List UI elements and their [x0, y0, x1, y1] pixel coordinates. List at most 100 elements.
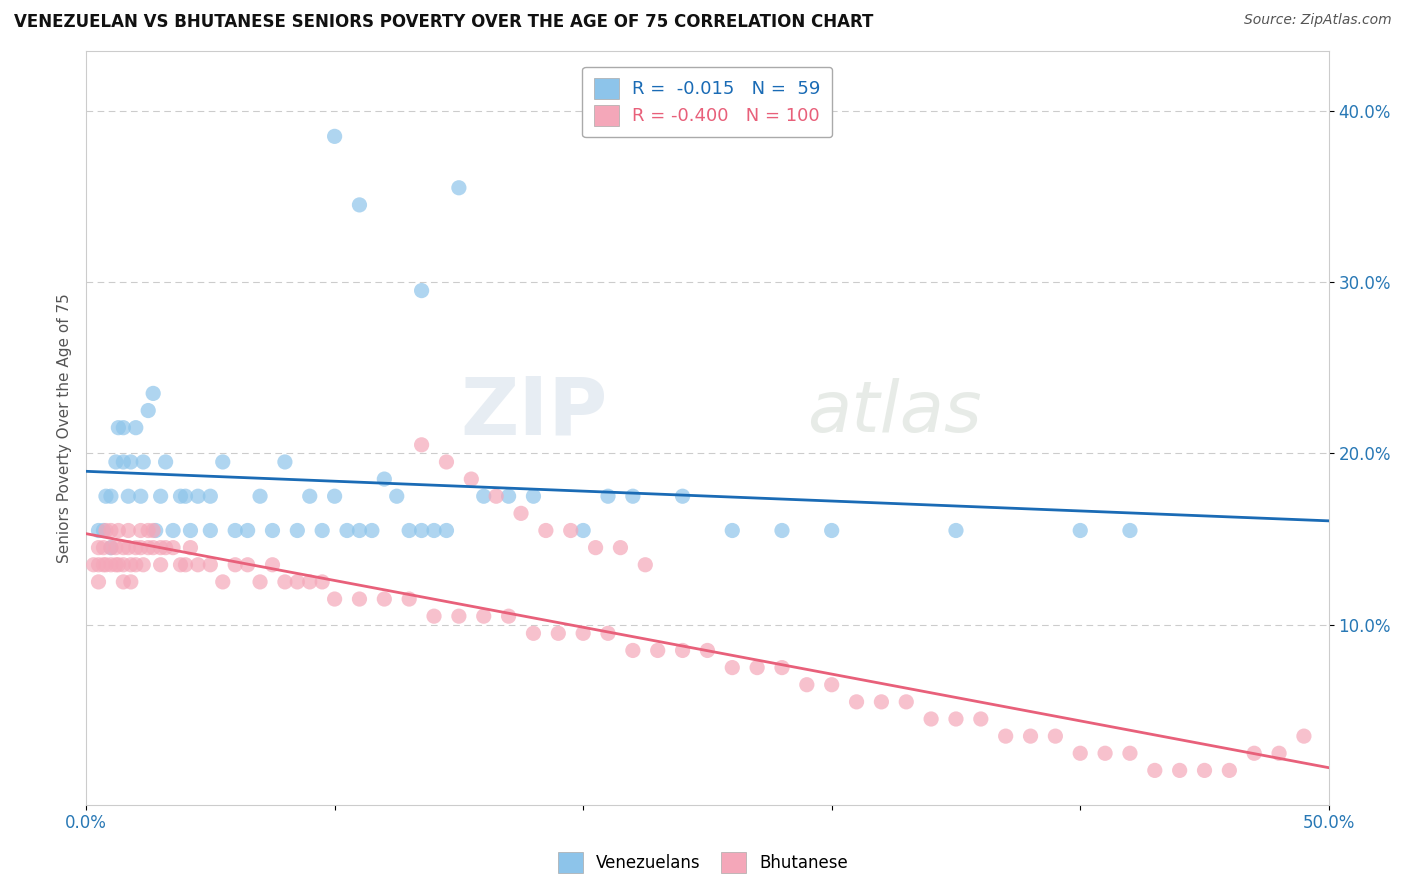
Point — [510, 507, 533, 521]
Point — [298, 574, 321, 589]
Point — [696, 643, 718, 657]
Point — [585, 541, 607, 555]
Point — [132, 455, 155, 469]
Point — [129, 541, 152, 555]
Point — [162, 524, 184, 538]
Point — [274, 574, 297, 589]
Point — [129, 489, 152, 503]
Point — [572, 524, 595, 538]
Point — [970, 712, 993, 726]
Point — [398, 524, 420, 538]
Point — [609, 541, 631, 555]
Point — [100, 541, 122, 555]
Point — [107, 524, 129, 538]
Point — [1292, 729, 1315, 743]
Point — [1119, 524, 1142, 538]
Point — [120, 455, 142, 469]
Point — [411, 438, 433, 452]
Point — [770, 660, 793, 674]
Point — [136, 541, 159, 555]
Point — [323, 129, 346, 144]
Point — [125, 420, 148, 434]
Text: VENEZUELAN VS BHUTANESE SENIORS POVERTY OVER THE AGE OF 75 CORRELATION CHART: VENEZUELAN VS BHUTANESE SENIORS POVERTY … — [14, 13, 873, 31]
Point — [596, 489, 619, 503]
Point — [93, 541, 115, 555]
Point — [120, 558, 142, 572]
Point — [94, 524, 117, 538]
Point — [87, 574, 110, 589]
Point — [411, 284, 433, 298]
Point — [472, 489, 495, 503]
Point — [349, 524, 371, 538]
Point — [1094, 746, 1116, 760]
Point — [149, 558, 172, 572]
Point — [100, 489, 122, 503]
Point — [155, 541, 177, 555]
Point — [423, 609, 446, 624]
Point — [211, 574, 233, 589]
Point — [169, 558, 191, 572]
Point — [485, 489, 508, 503]
Point — [460, 472, 482, 486]
Point — [1143, 764, 1166, 778]
Point — [174, 489, 197, 503]
Point — [125, 541, 148, 555]
Point — [945, 524, 967, 538]
Text: ZIP: ZIP — [461, 374, 607, 451]
Point — [117, 541, 139, 555]
Point — [436, 524, 458, 538]
Point — [155, 455, 177, 469]
Point — [145, 524, 167, 538]
Point — [142, 386, 165, 401]
Point — [373, 592, 395, 607]
Point — [125, 558, 148, 572]
Point — [560, 524, 582, 538]
Point — [93, 524, 115, 538]
Point — [621, 643, 644, 657]
Point — [120, 574, 142, 589]
Point — [747, 660, 769, 674]
Point — [112, 420, 135, 434]
Point — [142, 524, 165, 538]
Point — [107, 558, 129, 572]
Point — [249, 574, 271, 589]
Point — [136, 524, 159, 538]
Point — [398, 592, 420, 607]
Point — [596, 626, 619, 640]
Point — [311, 524, 333, 538]
Point — [1218, 764, 1240, 778]
Point — [671, 643, 693, 657]
Point — [93, 558, 115, 572]
Point — [100, 524, 122, 538]
Point — [200, 524, 222, 538]
Point — [149, 489, 172, 503]
Point — [149, 541, 172, 555]
Point — [117, 489, 139, 503]
Point — [1119, 746, 1142, 760]
Point — [179, 541, 201, 555]
Point — [1243, 746, 1265, 760]
Point — [211, 455, 233, 469]
Point — [721, 524, 744, 538]
Point — [112, 455, 135, 469]
Point — [896, 695, 918, 709]
Point — [522, 626, 544, 640]
Point — [311, 574, 333, 589]
Point — [447, 609, 470, 624]
Point — [236, 524, 259, 538]
Point — [1069, 746, 1091, 760]
Point — [112, 541, 135, 555]
Point — [262, 558, 284, 572]
Point — [107, 420, 129, 434]
Point — [373, 472, 395, 486]
Point — [647, 643, 669, 657]
Point — [104, 455, 127, 469]
Point — [323, 592, 346, 607]
Point — [249, 489, 271, 503]
Point — [262, 524, 284, 538]
Point — [821, 678, 844, 692]
Point — [821, 524, 844, 538]
Point — [671, 489, 693, 503]
Point — [349, 592, 371, 607]
Point — [162, 541, 184, 555]
